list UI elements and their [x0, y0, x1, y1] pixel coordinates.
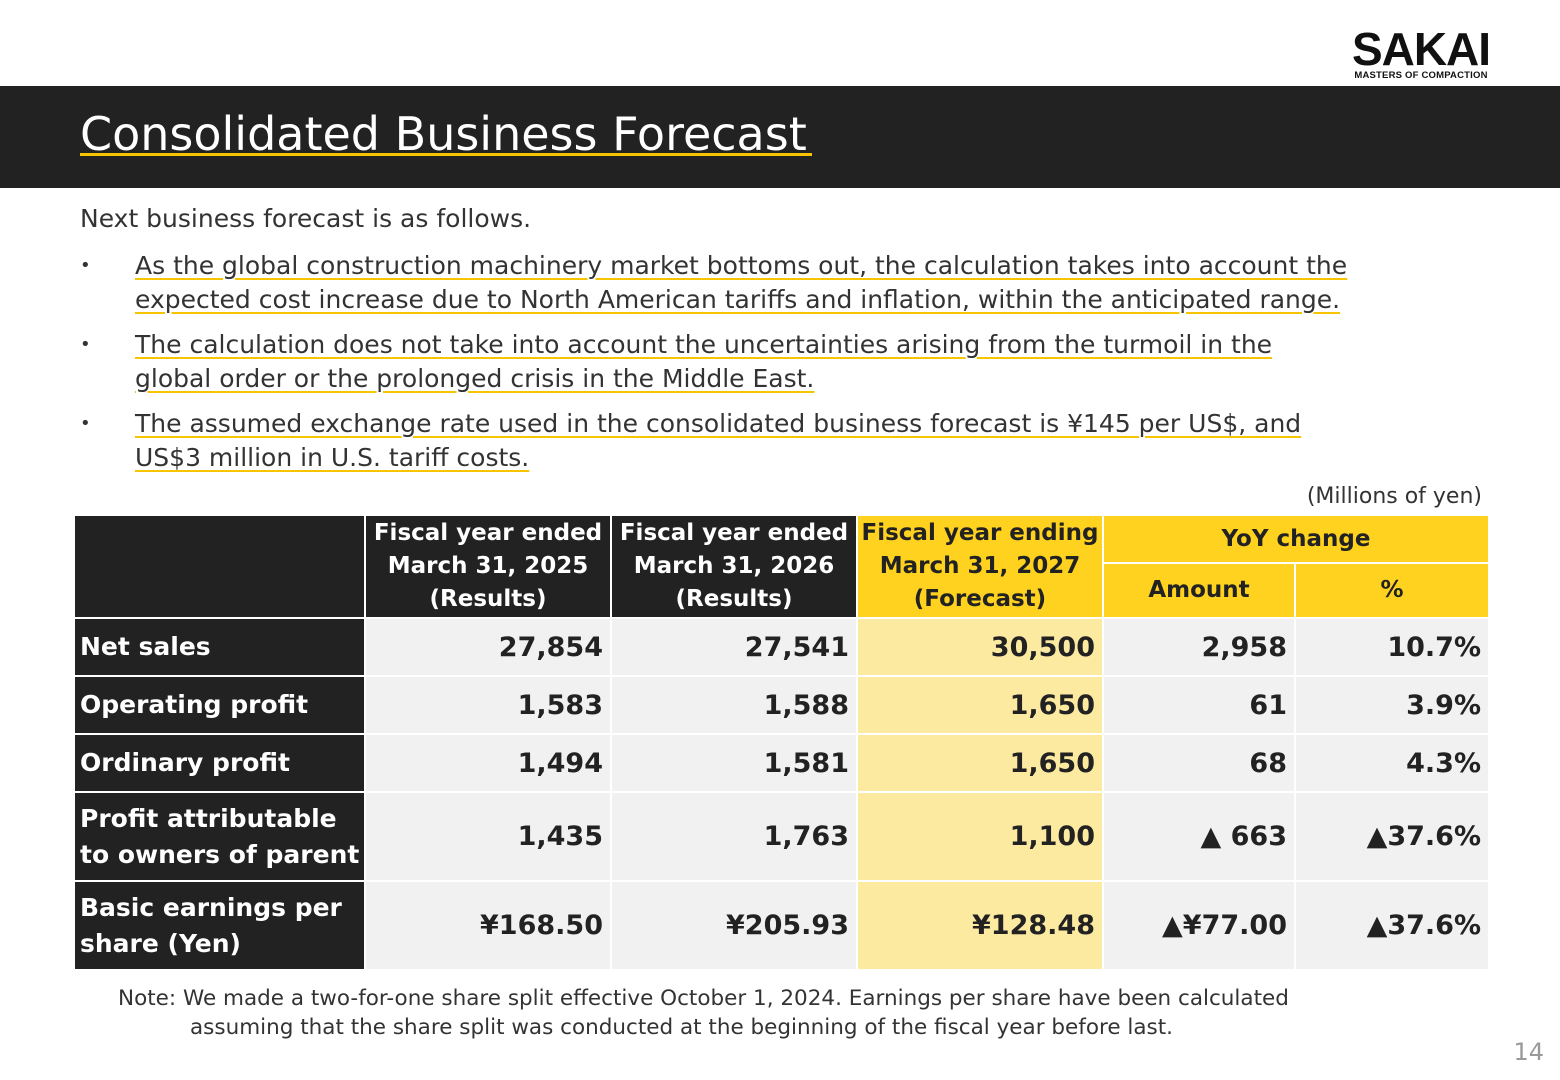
header-fy2027-forecast: Fiscal year ending March 31, 2027 (Forec…	[856, 514, 1104, 619]
cell-fy2026: 27,541	[610, 617, 858, 677]
footnote-line: Note: We made a two-for-one share split …	[118, 986, 1289, 1011]
row-label: Operating profit	[73, 675, 366, 735]
table-row-profit-attributable: Profit attributable to owners of parent …	[73, 791, 1491, 882]
cell-fy2026: ¥205.93	[610, 880, 858, 971]
cell-fy2027: 1,100	[856, 791, 1104, 882]
bullet-text-line: The calculation does not take into accou…	[135, 330, 1273, 359]
footnote-line: assuming that the share split was conduc…	[190, 1015, 1174, 1040]
bullet-list: • As the global construction machinery m…	[80, 249, 1500, 486]
header-percent: %	[1293, 562, 1491, 619]
bullet-item: • As the global construction machinery m…	[80, 249, 1500, 317]
bullet-icon: •	[80, 255, 91, 276]
header-blank-cell	[73, 514, 366, 619]
cell-percent: 3.9%	[1293, 675, 1491, 735]
cell-percent: 4.3%	[1293, 733, 1491, 793]
cell-percent: ▲37.6%	[1293, 791, 1491, 882]
cell-percent: 10.7%	[1293, 617, 1491, 677]
table-row-ordinary-profit: Ordinary profit 1,494 1,581 1,650 68 4.3…	[73, 733, 1491, 793]
logo-tagline: MASTERS OF COMPACTION	[1354, 70, 1488, 81]
page-number: 14	[1513, 1038, 1544, 1066]
title-bar: Consolidated Business Forecast	[0, 86, 1560, 188]
cell-amount: 2,958	[1102, 617, 1296, 677]
cell-fy2025: ¥168.50	[364, 880, 612, 971]
header-line: March 31, 2027	[879, 553, 1081, 579]
row-label-text: Operating profit	[80, 690, 309, 719]
bullet-text-line: US$3 million in U.S. tariff costs.	[135, 443, 530, 472]
footnote: Note: We made a two-for-one share split …	[118, 984, 1289, 1042]
row-label-text: share (Yen)	[80, 928, 241, 958]
table-row-operating-profit: Operating profit 1,583 1,588 1,650 61 3.…	[73, 675, 1491, 735]
units-label: (Millions of yen)	[1306, 484, 1482, 509]
row-label: Ordinary profit	[73, 733, 366, 793]
bullet-text-line: global order or the prolonged crisis in …	[135, 364, 815, 393]
cell-amount: ▲¥77.00	[1102, 880, 1296, 971]
bullet-text-line: As the global construction machinery mar…	[135, 251, 1348, 280]
cell-fy2026: 1,763	[610, 791, 858, 882]
cell-fy2027: ¥128.48	[856, 880, 1104, 971]
cell-amount: 68	[1102, 733, 1296, 793]
row-label: Profit attributable to owners of parent	[73, 791, 366, 882]
header-fy2025: Fiscal year ended March 31, 2025 (Result…	[364, 514, 612, 619]
cell-fy2027: 1,650	[856, 733, 1104, 793]
cell-fy2026: 1,581	[610, 733, 858, 793]
bullet-icon: •	[80, 413, 91, 434]
row-label-text: Net sales	[80, 632, 211, 661]
row-label-text: Ordinary profit	[80, 748, 290, 777]
row-label: Basic earnings per share (Yen)	[73, 880, 366, 971]
cell-fy2026: 1,588	[610, 675, 858, 735]
header-line: March 31, 2025	[387, 553, 589, 579]
cell-amount: ▲ 663	[1102, 791, 1296, 882]
cell-fy2025: 1,435	[364, 791, 612, 882]
forecast-table: Fiscal year ended March 31, 2025 (Result…	[73, 514, 1491, 971]
header-line: Fiscal year ended	[619, 520, 849, 546]
header-line: March 31, 2026	[633, 553, 835, 579]
bullet-item: • The calculation does not take into acc…	[80, 328, 1500, 396]
row-label-text: Basic earnings per	[80, 892, 342, 922]
row-label: Net sales	[73, 617, 366, 677]
cell-fy2025: 1,494	[364, 733, 612, 793]
table-row-eps: Basic earnings per share (Yen) ¥168.50 ¥…	[73, 880, 1491, 971]
bullet-item: • The assumed exchange rate used in the …	[80, 407, 1500, 475]
cell-fy2027: 30,500	[856, 617, 1104, 677]
cell-percent: ▲37.6%	[1293, 880, 1491, 971]
header-line: (Forecast)	[913, 586, 1047, 612]
title-underline	[80, 153, 812, 156]
header-line: (Results)	[429, 586, 547, 612]
row-label-text: Profit attributable	[80, 803, 337, 833]
intro-text: Next business forecast is as follows.	[80, 204, 532, 233]
page-title: Consolidated Business Forecast	[80, 107, 807, 161]
table-row-net-sales: Net sales 27,854 27,541 30,500 2,958 10.…	[73, 617, 1491, 677]
cell-fy2025: 1,583	[364, 675, 612, 735]
bullet-icon: •	[80, 334, 91, 355]
header-yoy-change: YoY change	[1101, 514, 1491, 564]
header-line: Fiscal year ending	[861, 520, 1099, 546]
cell-fy2027: 1,650	[856, 675, 1104, 735]
row-label-text: to owners of parent	[80, 839, 360, 869]
header-amount: Amount	[1102, 562, 1296, 619]
bullet-text-line: The assumed exchange rate used in the co…	[135, 409, 1302, 438]
cell-amount: 61	[1102, 675, 1296, 735]
header-line: Fiscal year ended	[373, 520, 603, 546]
logo-wordmark: SAKAI	[1351, 23, 1491, 75]
header-fy2026: Fiscal year ended March 31, 2026 (Result…	[610, 514, 858, 619]
company-logo: SAKAI MASTERS OF COMPACTION	[1336, 23, 1506, 82]
header-line: (Results)	[675, 586, 793, 612]
bullet-text-line: expected cost increase due to North Amer…	[135, 285, 1341, 314]
cell-fy2025: 27,854	[364, 617, 612, 677]
